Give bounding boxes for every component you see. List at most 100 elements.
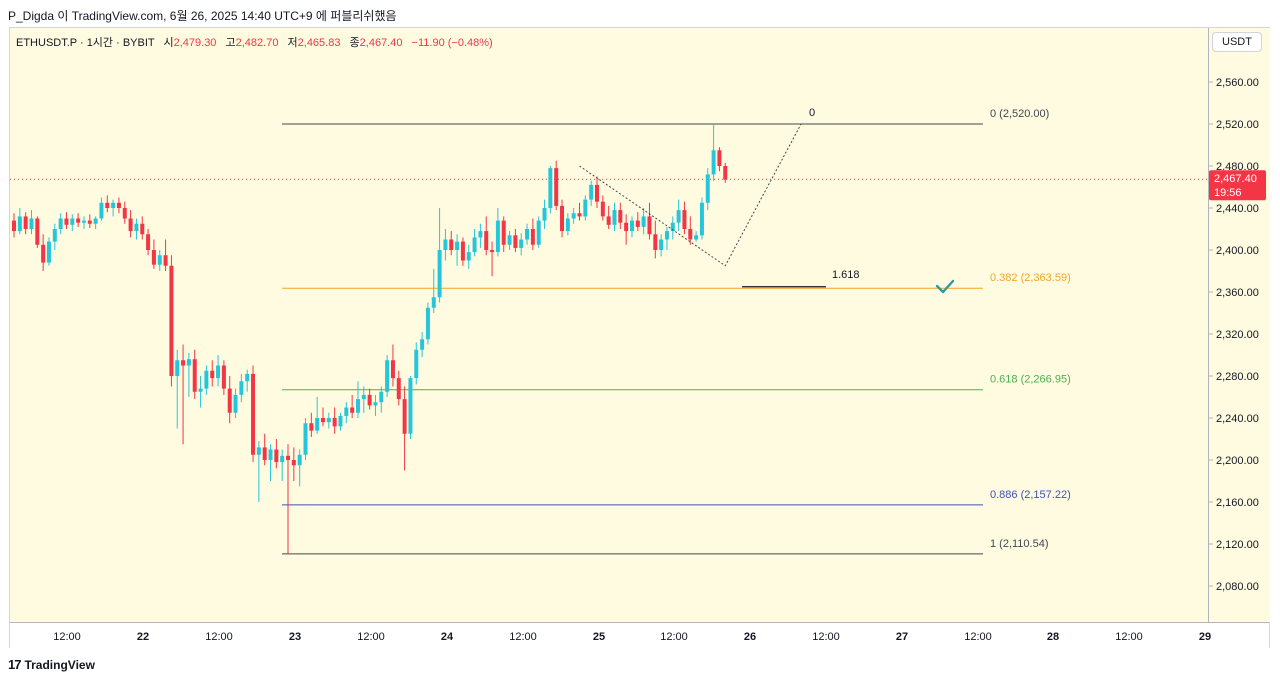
candle-body[interactable] (210, 370, 215, 379)
candle-body[interactable] (548, 168, 553, 208)
candle-body[interactable] (251, 373, 256, 455)
candle-body[interactable] (309, 423, 314, 431)
candle-body[interactable] (589, 184, 594, 200)
candle-body[interactable] (111, 202, 116, 208)
candle-body[interactable] (659, 239, 664, 251)
candle-body[interactable] (565, 218, 570, 232)
candle-body[interactable] (443, 239, 448, 251)
candle-body[interactable] (513, 235, 518, 248)
candle-body[interactable] (122, 208, 127, 219)
candle-body[interactable] (262, 447, 267, 460)
candle-body[interactable] (455, 241, 460, 250)
candle-body[interactable] (227, 388, 232, 413)
candle-body[interactable] (612, 210, 617, 225)
candle-body[interactable] (484, 231, 489, 250)
candle-body[interactable] (466, 252, 471, 261)
candle-body[interactable] (99, 202, 104, 219)
candle-body[interactable] (670, 222, 675, 232)
candle-body[interactable] (478, 231, 483, 238)
candle-body[interactable] (688, 229, 693, 240)
candle-body[interactable] (600, 201, 605, 217)
candle-body[interactable] (676, 210, 681, 223)
candle-body[interactable] (286, 455, 291, 460)
candle-body[interactable] (385, 360, 390, 392)
candle-body[interactable] (274, 449, 279, 463)
candle-body[interactable] (256, 447, 261, 455)
candle-body[interactable] (315, 418, 320, 431)
candle-body[interactable] (280, 455, 285, 463)
candle-body[interactable] (606, 216, 611, 225)
candle-body[interactable] (23, 216, 28, 229)
candle-body[interactable] (682, 210, 687, 229)
candle-body[interactable] (501, 220, 506, 245)
candle-body[interactable] (402, 399, 407, 434)
candle-body[interactable] (495, 220, 500, 253)
candle-body[interactable] (460, 241, 465, 261)
candle-body[interactable] (146, 234, 151, 250)
candle-body[interactable] (221, 365, 226, 389)
candle-body[interactable] (245, 373, 250, 382)
candle-body[interactable] (58, 218, 63, 230)
candle-body[interactable] (76, 218, 81, 223)
candle-body[interactable] (431, 297, 436, 308)
candle-body[interactable] (17, 216, 22, 232)
candle-body[interactable] (192, 359, 197, 392)
candle-body[interactable] (350, 407, 355, 413)
candle-body[interactable] (12, 220, 16, 232)
candle-body[interactable] (618, 210, 623, 223)
candle-body[interactable] (70, 218, 75, 225)
candle-body[interactable] (332, 418, 337, 427)
candle-body[interactable] (268, 449, 273, 461)
candle-body[interactable] (175, 360, 180, 376)
candle-body[interactable] (408, 378, 413, 434)
candle-body[interactable] (519, 239, 524, 248)
candle-body[interactable] (35, 218, 40, 245)
candle-body[interactable] (41, 244, 46, 263)
candle-body[interactable] (437, 250, 442, 298)
candle-body[interactable] (571, 213, 576, 219)
candle-body[interactable] (560, 205, 565, 232)
candle-body[interactable] (93, 218, 98, 224)
candle-body[interactable] (134, 223, 139, 232)
candle-body[interactable] (140, 223, 145, 235)
candle-body[interactable] (490, 250, 495, 253)
candle-body[interactable] (64, 218, 69, 225)
candle-body[interactable] (507, 235, 512, 245)
time-axis[interactable] (10, 622, 1269, 648)
candle-body[interactable] (157, 255, 162, 265)
candle-body[interactable] (186, 359, 191, 366)
candle-body[interactable] (530, 229, 535, 245)
candle-body[interactable] (472, 237, 477, 253)
candle-body[interactable] (338, 415, 343, 427)
candle-body[interactable] (647, 216, 652, 235)
candle-body[interactable] (629, 220, 634, 232)
candle-body[interactable] (577, 213, 582, 217)
candle-body[interactable] (373, 402, 378, 406)
candle-body[interactable] (525, 229, 530, 240)
candle-body[interactable] (723, 166, 728, 180)
candle-body[interactable] (233, 394, 238, 413)
candle-body[interactable] (595, 184, 599, 202)
candle-body[interactable] (367, 394, 372, 406)
candle-body[interactable] (151, 250, 156, 265)
candle-body[interactable] (583, 199, 588, 217)
candle-body[interactable] (379, 391, 384, 403)
candle-body[interactable] (216, 365, 221, 379)
candle-body[interactable] (536, 220, 541, 245)
candle-body[interactable] (46, 241, 51, 263)
candle-body[interactable] (396, 378, 401, 400)
candle-body[interactable] (554, 168, 559, 206)
candle-body[interactable] (116, 202, 121, 208)
plot-area[interactable] (10, 28, 1208, 622)
candle-body[interactable] (291, 460, 296, 466)
candle-body[interactable] (181, 360, 186, 366)
candle-body[interactable] (420, 339, 425, 350)
candle-body[interactable] (198, 388, 203, 392)
candle-body[interactable] (717, 150, 722, 166)
candle-body[interactable] (163, 255, 168, 266)
candle-body[interactable] (449, 239, 454, 251)
candle-body[interactable] (87, 220, 92, 224)
candle-body[interactable] (29, 218, 34, 230)
candle-body[interactable] (414, 349, 419, 379)
candle-body[interactable] (664, 231, 669, 240)
